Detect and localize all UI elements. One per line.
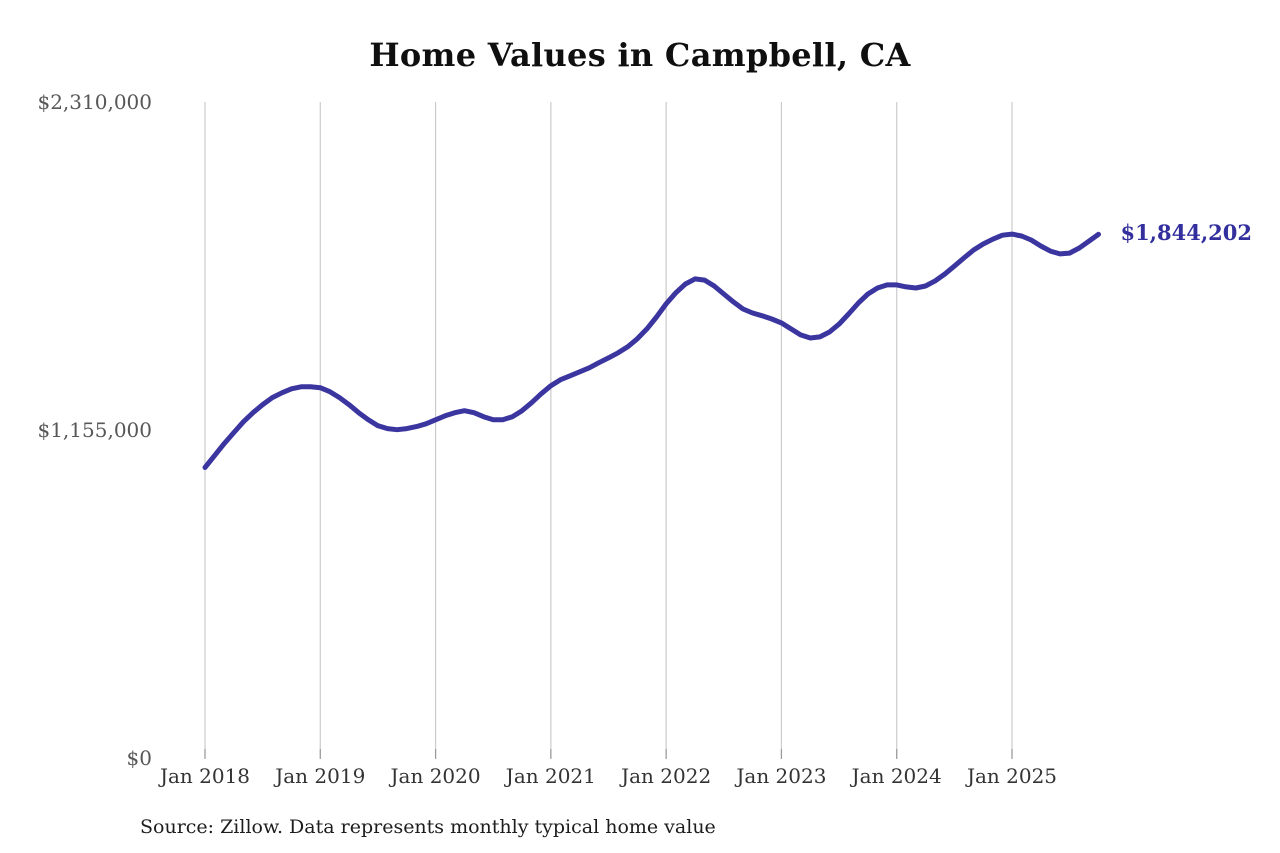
x-axis-tick-label: Jan 2019 bbox=[275, 764, 366, 788]
x-axis-tick-label: Jan 2025 bbox=[966, 764, 1058, 788]
x-axis-tick-label: Jan 2023 bbox=[736, 764, 827, 788]
x-axis-tick-label: Jan 2022 bbox=[621, 764, 712, 788]
x-axis-tick-label: Jan 2018 bbox=[159, 764, 251, 788]
last-value-label: $1,844,202 bbox=[1120, 220, 1252, 246]
x-axis-tick-label: Jan 2024 bbox=[851, 764, 942, 788]
y-axis-tick-label: $1,155,000 bbox=[37, 418, 152, 442]
y-axis-tick-label: $2,310,000 bbox=[37, 90, 152, 114]
chart-title: Home Values in Campbell, CA bbox=[369, 36, 911, 74]
source-note: Source: Zillow. Data represents monthly … bbox=[140, 816, 716, 838]
y-axis-tick-label: $0 bbox=[126, 746, 152, 770]
x-axis-tick-label: Jan 2021 bbox=[505, 764, 596, 788]
x-axis-tick-label: Jan 2020 bbox=[390, 764, 481, 788]
home-value-line bbox=[202, 231, 1101, 470]
